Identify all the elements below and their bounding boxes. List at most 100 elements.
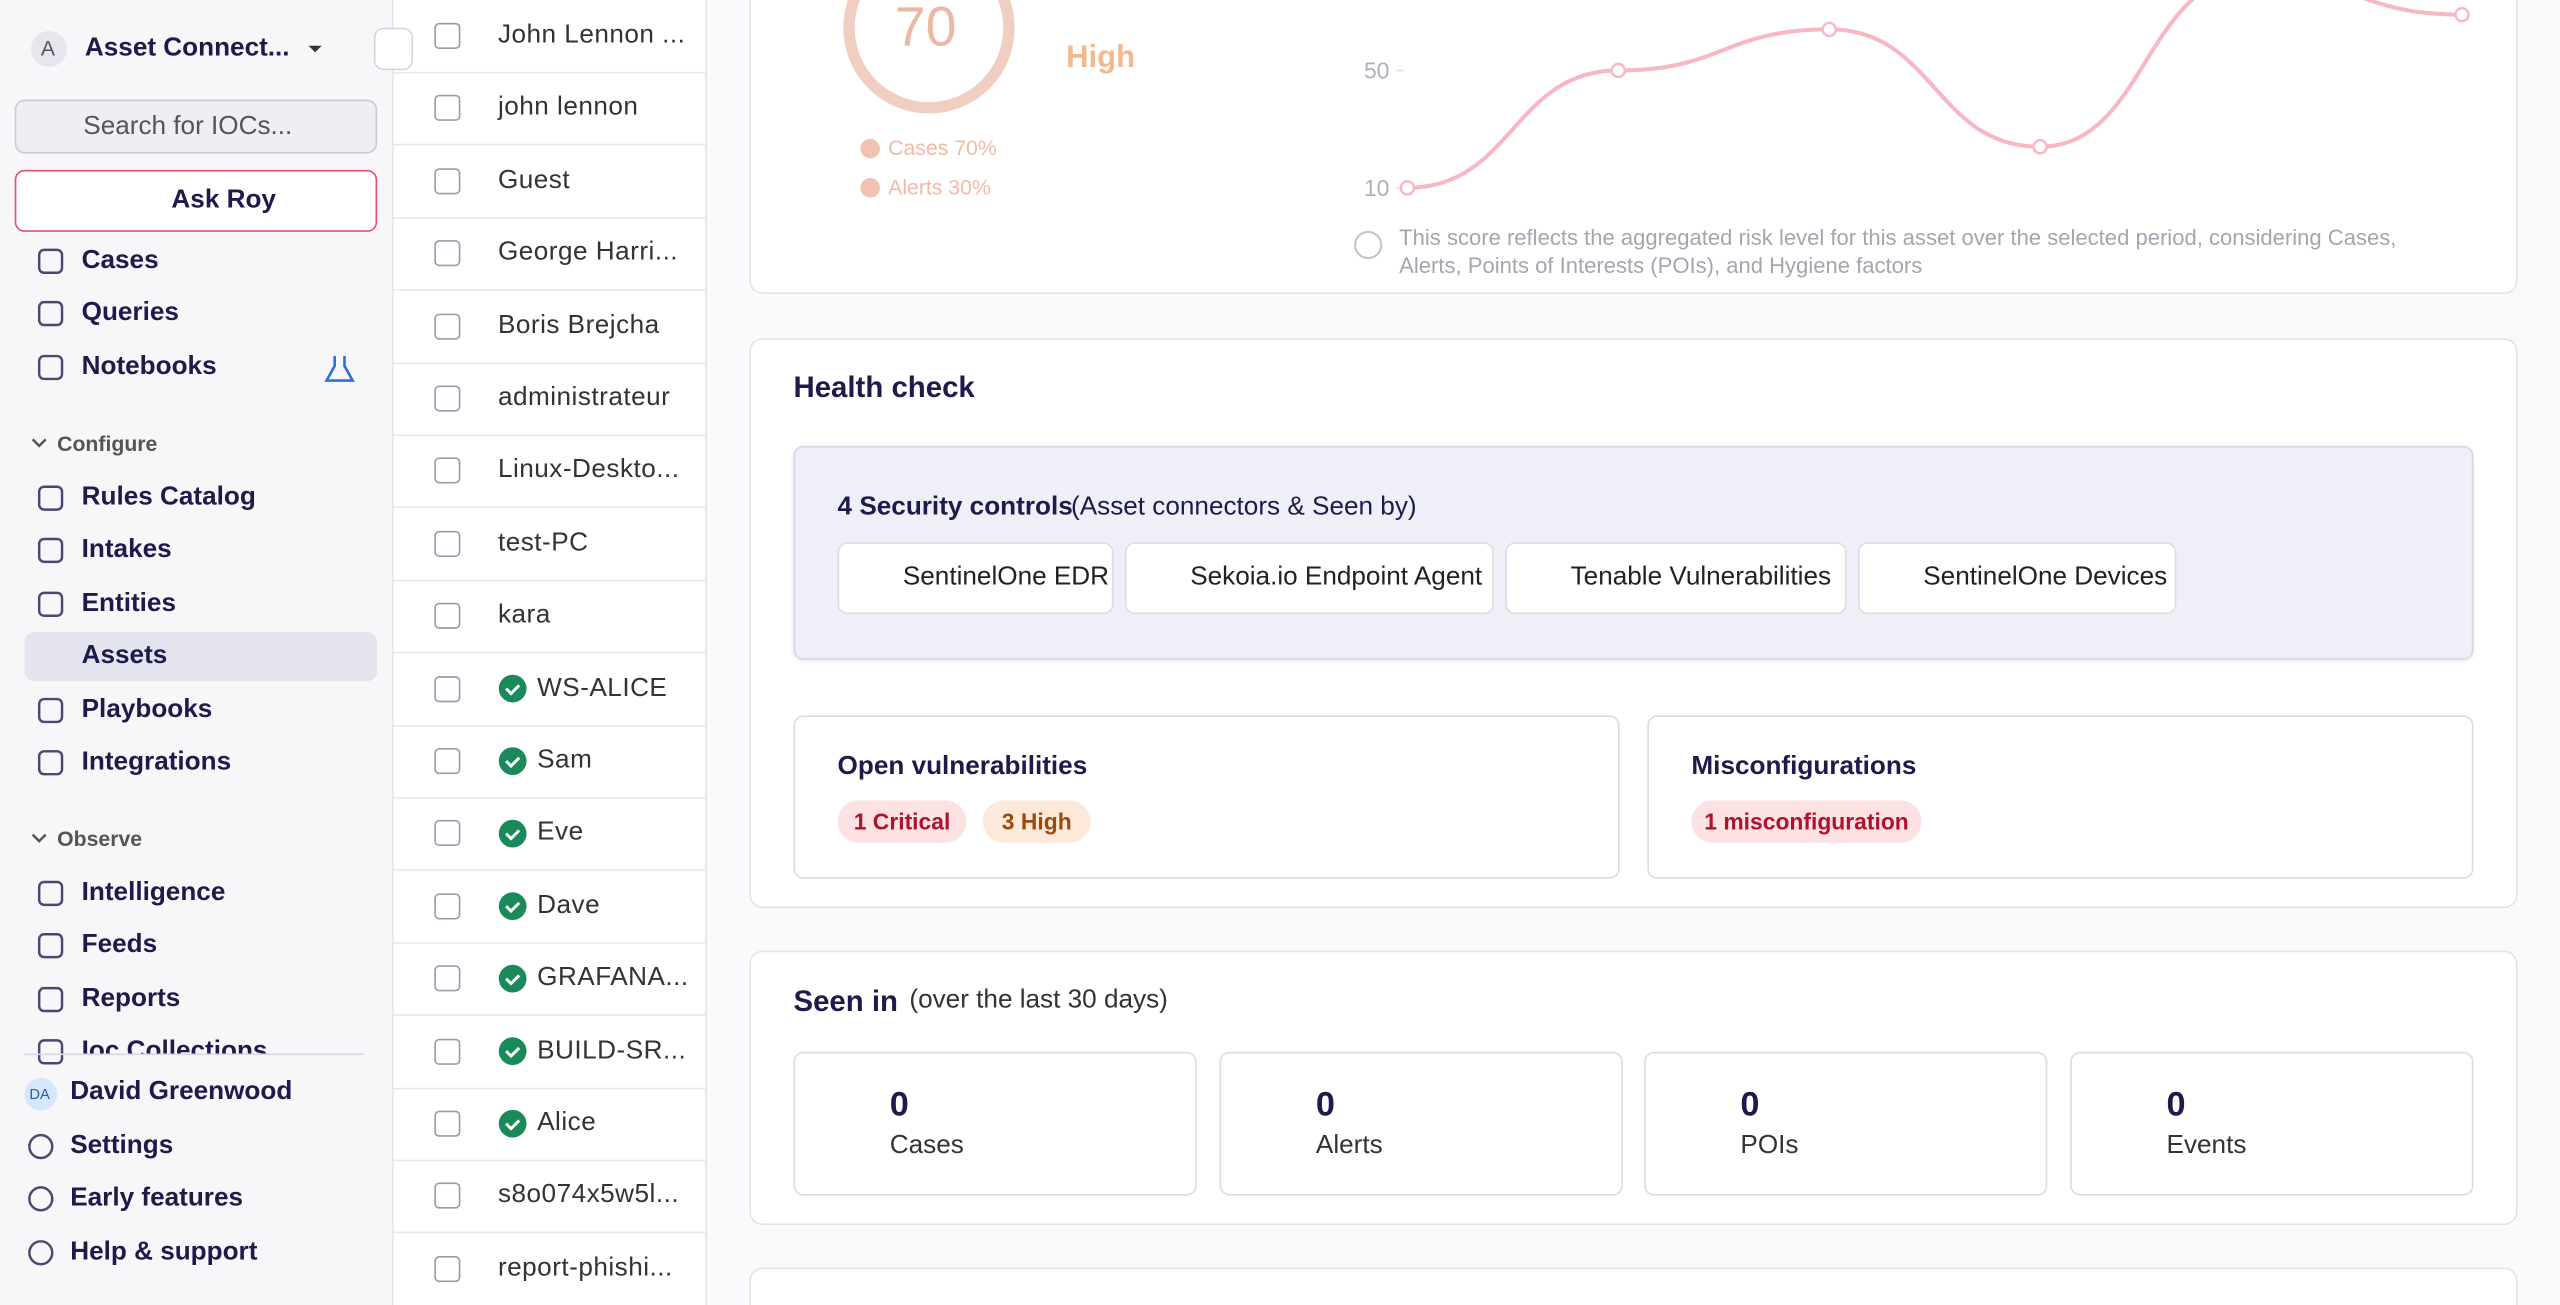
checkbox[interactable] <box>434 95 461 122</box>
icon <box>37 300 64 327</box>
asset-name[interactable]: John Lennon ... <box>497 21 686 49</box>
checkbox[interactable] <box>434 240 461 267</box>
misconfigurations-box[interactable] <box>1647 715 2474 879</box>
user-name[interactable]: David Greenwood <box>70 1077 293 1106</box>
check <box>505 974 521 986</box>
risk-level: High <box>1066 40 1136 76</box>
workspace-initial: A <box>40 35 55 61</box>
control-chip[interactable] <box>1124 542 1494 615</box>
caret <box>31 438 47 448</box>
asset-name[interactable]: john lennon <box>497 93 639 122</box>
checkbox[interactable] <box>434 1183 461 1210</box>
nav-item[interactable]: Assets <box>81 641 168 670</box>
checkbox[interactable] <box>434 602 461 630</box>
asset-name[interactable]: administrateur <box>497 383 671 412</box>
nav-item[interactable]: Notebooks <box>81 352 217 381</box>
checkbox[interactable] <box>434 1110 461 1137</box>
row-divider <box>393 797 706 799</box>
point <box>1821 21 1837 38</box>
asset-name[interactable]: Eve <box>537 818 584 847</box>
icon <box>28 1240 54 1266</box>
checkbox[interactable] <box>434 530 461 557</box>
row-divider <box>393 289 706 292</box>
flask-icon <box>324 356 355 382</box>
asset-name[interactable]: Linux-Deskto... <box>497 456 680 485</box>
nav-item[interactable]: Entities <box>81 589 176 618</box>
row-divider <box>393 724 706 727</box>
control-name: Tenable Vulnerabilities <box>1570 563 1832 592</box>
checkbox[interactable] <box>434 748 461 775</box>
control-chip[interactable] <box>1505 542 1847 615</box>
icon <box>37 537 64 564</box>
asset-name[interactable]: s8o074x5w5l... <box>497 1181 680 1210</box>
next-card <box>749 1267 2518 1305</box>
checkbox[interactable] <box>434 675 461 702</box>
asset-name[interactable]: kara <box>497 601 551 630</box>
icon <box>37 750 64 776</box>
row-divider <box>393 434 706 437</box>
asset-name[interactable]: test-PC <box>497 528 589 557</box>
checkbox[interactable] <box>434 1255 461 1282</box>
checkbox[interactable] <box>434 820 461 847</box>
seen-subtitle: (over the last 30 days) <box>909 986 1168 1015</box>
asset-name[interactable]: Guest <box>497 166 571 195</box>
legend-label: Alerts 30% <box>888 174 991 200</box>
nav-item[interactable]: Rules Catalog <box>81 483 256 512</box>
info-icon <box>1354 230 1383 260</box>
legend-dot <box>860 138 880 159</box>
checkbox[interactable] <box>434 965 461 992</box>
row-divider <box>393 144 706 147</box>
checkbox[interactable] <box>434 22 461 49</box>
nav-item[interactable]: Reports <box>81 984 181 1013</box>
asset-name[interactable]: Alice <box>537 1109 597 1137</box>
checkbox[interactable] <box>434 457 461 485</box>
check <box>505 756 521 769</box>
asset-name[interactable]: GRAFANA... <box>537 963 689 992</box>
stat-box[interactable] <box>793 1051 1197 1196</box>
stat-box[interactable] <box>1644 1051 2048 1196</box>
control-name: Sekoia.io Endpoint Agent <box>1190 563 1483 592</box>
checkbox[interactable] <box>434 893 461 920</box>
checkbox[interactable] <box>434 385 461 412</box>
control-chip[interactable] <box>1857 542 2177 615</box>
stat-label: Cases <box>889 1131 964 1160</box>
footer-item[interactable]: Early features <box>70 1184 244 1212</box>
footer-item[interactable]: Settings <box>70 1131 174 1160</box>
caret <box>308 45 322 53</box>
asset-name[interactable]: Dave <box>537 891 601 920</box>
control-chip[interactable] <box>837 542 1114 615</box>
asset-name[interactable]: BUILD-SR... <box>537 1036 687 1065</box>
search-box[interactable] <box>14 99 378 154</box>
nav-item[interactable]: Cases <box>81 246 159 275</box>
ask-button[interactable] <box>14 169 378 232</box>
nav-item[interactable]: Intelligence <box>81 878 226 907</box>
asset-name[interactable]: Boris Brejcha <box>497 311 660 340</box>
gauge <box>843 0 1015 114</box>
legend-label: Cases 70% <box>888 135 997 161</box>
workspace-name[interactable]: Asset Connect... <box>84 34 290 63</box>
stat-box[interactable] <box>1219 1051 1623 1196</box>
nav-item[interactable]: Queries <box>81 298 179 327</box>
nav-item[interactable]: Feeds <box>81 930 158 959</box>
collapse-button[interactable] <box>373 27 414 71</box>
vulnerabilities-box[interactable] <box>793 715 1620 879</box>
checkbox[interactable] <box>434 167 461 195</box>
stat-value: 0 <box>2166 1086 2186 1124</box>
row-divider <box>393 361 706 364</box>
asset-name[interactable]: WS-ALICE <box>537 673 668 702</box>
nav-item[interactable]: Ioc Collections <box>81 1037 268 1054</box>
stat-box[interactable] <box>2070 1051 2474 1196</box>
nav-item[interactable]: Playbooks <box>81 695 213 724</box>
nav-item[interactable]: Intakes <box>81 535 172 564</box>
checkbox[interactable] <box>434 1038 461 1065</box>
asset-name[interactable]: George Harri... <box>497 238 679 267</box>
asset-name[interactable]: report-phishi... <box>497 1254 673 1282</box>
footer-item[interactable]: Help & support <box>70 1238 258 1266</box>
row-divider <box>393 506 706 509</box>
checkbox[interactable] <box>434 312 461 340</box>
legend-dot <box>860 178 880 198</box>
asset-name[interactable]: Sam <box>537 746 593 775</box>
nav-item[interactable]: Integrations <box>81 748 232 776</box>
y-tick-label: 50 <box>1364 58 1389 84</box>
